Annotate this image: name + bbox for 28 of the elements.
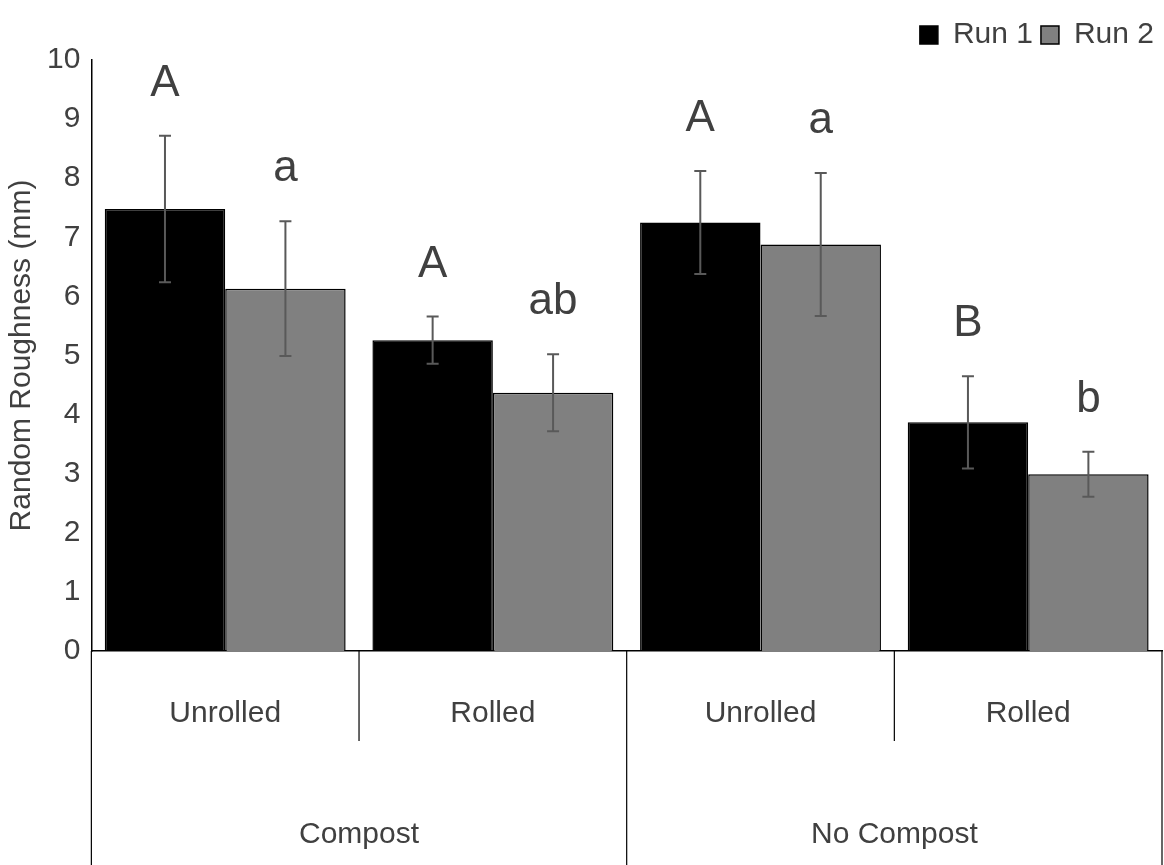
text: Compost bbox=[299, 816, 420, 850]
x-tick-label: Unrolled bbox=[704, 695, 817, 729]
legend-label: Run 2 bbox=[1073, 16, 1155, 50]
y-tick-label: 0 bbox=[63, 632, 81, 666]
y-tick-label: 8 bbox=[63, 159, 81, 193]
x-tick-label: Unrolled bbox=[169, 695, 282, 729]
data-label: A bbox=[150, 55, 181, 105]
x-tick-label: Rolled bbox=[985, 695, 1071, 729]
data-label: B bbox=[953, 296, 983, 346]
y-tick-label: 3 bbox=[63, 454, 81, 488]
y-tick-label: 2 bbox=[63, 514, 81, 548]
y-tick-label: 7 bbox=[63, 218, 81, 252]
data-label: a bbox=[273, 141, 299, 191]
data-label: b bbox=[1076, 371, 1101, 421]
y-tick-label: 5 bbox=[63, 336, 81, 370]
data-label: A bbox=[685, 91, 716, 141]
data-label: a bbox=[808, 93, 834, 143]
data-label: ab bbox=[528, 274, 578, 324]
x-tick-label: Rolled bbox=[450, 695, 536, 729]
y-tick-label: 6 bbox=[63, 277, 81, 311]
y-tick-label: 1 bbox=[63, 573, 81, 607]
data-label: A bbox=[417, 236, 448, 286]
legend-label: Run 1 bbox=[952, 16, 1033, 50]
y-tick-label: 10 bbox=[46, 41, 81, 75]
y-tick-label: 4 bbox=[63, 395, 81, 429]
y-tick-label: 9 bbox=[63, 100, 81, 134]
text: No Compost bbox=[810, 816, 979, 850]
y-axis-title: Random Roughness (mm) bbox=[3, 179, 37, 532]
